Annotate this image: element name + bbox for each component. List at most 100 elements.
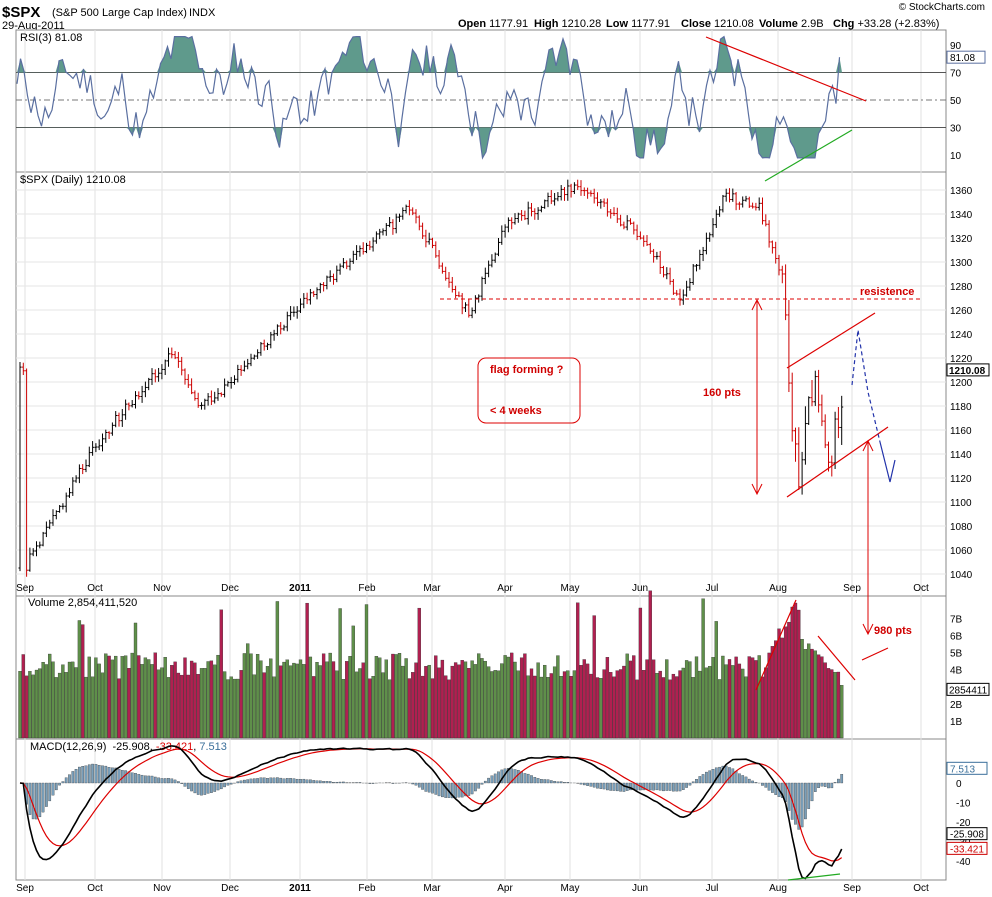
macd-histogram-bar <box>708 770 712 784</box>
volume-bar <box>114 655 118 739</box>
volume-bar <box>430 678 435 739</box>
volume-bar <box>572 670 577 739</box>
macd-histogram-bar <box>312 780 316 784</box>
macd-histogram-bar <box>111 767 114 784</box>
macd-histogram-bar <box>45 782 48 807</box>
macd-histogram-bar <box>243 779 246 784</box>
x-axis-label: Dec <box>221 883 239 894</box>
macd-histogram-bar <box>483 780 487 784</box>
volume-bar <box>325 661 329 739</box>
target-arrow-up <box>862 439 874 452</box>
x-axis-label: Sep <box>16 583 34 594</box>
volume-bar <box>559 676 563 739</box>
macd-histogram-bar <box>74 769 78 784</box>
macd-histogram-bar <box>599 782 603 789</box>
volume-bar <box>246 643 250 739</box>
macd-histogram-bar <box>566 782 570 784</box>
volume-bar <box>156 669 161 739</box>
volume-bar <box>345 661 349 739</box>
macd-histogram-bar <box>741 775 745 784</box>
volume-bar <box>57 672 62 739</box>
volume-bar <box>760 676 765 739</box>
macd-histogram-bar <box>464 782 467 797</box>
macd-histogram-bar <box>91 763 94 784</box>
macd-histogram-bar <box>658 782 662 791</box>
macd-histogram-bar <box>546 779 550 784</box>
macd-histogram-bar <box>71 771 75 784</box>
volume-bar <box>516 670 520 739</box>
volume-bar <box>298 659 303 739</box>
macd-histogram-bar <box>780 782 784 798</box>
macd-histogram-bar <box>64 777 68 784</box>
volume-tick-label: 1B <box>950 717 963 728</box>
price-value-tag <box>946 363 990 377</box>
macd-histogram-bar <box>747 778 751 784</box>
volume-bar <box>836 671 841 739</box>
macd-histogram-bar <box>797 782 801 830</box>
macd-histogram-bar <box>543 779 547 784</box>
macd-histogram-bar <box>516 769 520 784</box>
x-axis-label: Oct <box>87 883 103 894</box>
axes: Sep Sep Oct Oct Nov Nov Dec Dec 2011 2011 Feb Feb Ma… <box>16 41 990 894</box>
macd-histogram-bar <box>160 778 164 784</box>
volume-bar <box>635 679 639 739</box>
volume-bar <box>94 657 98 739</box>
volume-bar <box>787 621 791 739</box>
volume-bar <box>447 679 451 739</box>
price-tick-label: 1040 <box>950 570 973 581</box>
volume-bar <box>239 670 243 739</box>
macd-histogram-bar <box>724 765 728 784</box>
volume-bar <box>589 673 593 739</box>
macd-histogram-bar <box>668 782 672 791</box>
volume-bar <box>107 655 111 739</box>
macd-histogram-bar <box>629 782 632 791</box>
macd-histogram-bar <box>497 771 500 784</box>
macd-histogram-bar <box>761 782 764 786</box>
macd-histogram-bar <box>833 782 837 784</box>
macd-histogram-bar <box>170 778 174 784</box>
macd-histogram-bar <box>635 782 639 791</box>
macd-histogram-bar <box>94 764 98 784</box>
macd-histogram-bar <box>35 782 38 820</box>
volume-bar <box>28 671 32 739</box>
macd-histogram-bar <box>510 768 514 784</box>
volume-bar <box>582 659 586 739</box>
macd-histogram-bar <box>147 775 151 784</box>
x-axis-label: Aug <box>769 883 787 894</box>
price-tick-label: 1260 <box>950 306 973 317</box>
macd-value-tag <box>946 761 988 775</box>
volume-bar <box>539 676 544 739</box>
volume-bar <box>658 670 662 739</box>
macd-histogram-bar <box>117 769 121 784</box>
macd-histogram-bar <box>335 781 339 784</box>
macd-histogram-bar <box>714 767 718 784</box>
volume-bar <box>54 677 58 739</box>
volume-bar <box>777 628 781 739</box>
macd-histogram-bar <box>731 768 735 784</box>
volume-bar <box>444 675 448 739</box>
macd-histogram-bar <box>38 782 42 818</box>
macd-support-line <box>787 873 841 881</box>
price-panel-frame <box>15 171 947 597</box>
macd-histogram-bar <box>226 782 230 786</box>
macd-histogram-bar <box>48 782 52 802</box>
volume-bar <box>335 670 339 739</box>
macd-histogram-bar <box>662 782 665 792</box>
x-axis-label: Oct <box>913 883 929 894</box>
macd-histogram-bar <box>424 782 428 792</box>
macd-histogram-bar <box>672 782 675 792</box>
macd-histogram-bar <box>681 782 685 790</box>
volume-bar <box>262 672 266 739</box>
volume-bar <box>414 662 418 739</box>
volume-bar <box>160 667 164 739</box>
macd-histogram-bar <box>289 778 292 784</box>
volume-bar <box>236 678 240 739</box>
volume-bar <box>440 659 445 739</box>
x-axis-label: May <box>561 583 580 594</box>
macd-value-tag <box>946 841 988 855</box>
macd-histogram-bar <box>563 782 566 784</box>
macd-histogram-bar <box>322 781 325 784</box>
rsi-label: RSI(3) 81.08 <box>20 32 82 44</box>
volume-bar <box>137 655 141 739</box>
